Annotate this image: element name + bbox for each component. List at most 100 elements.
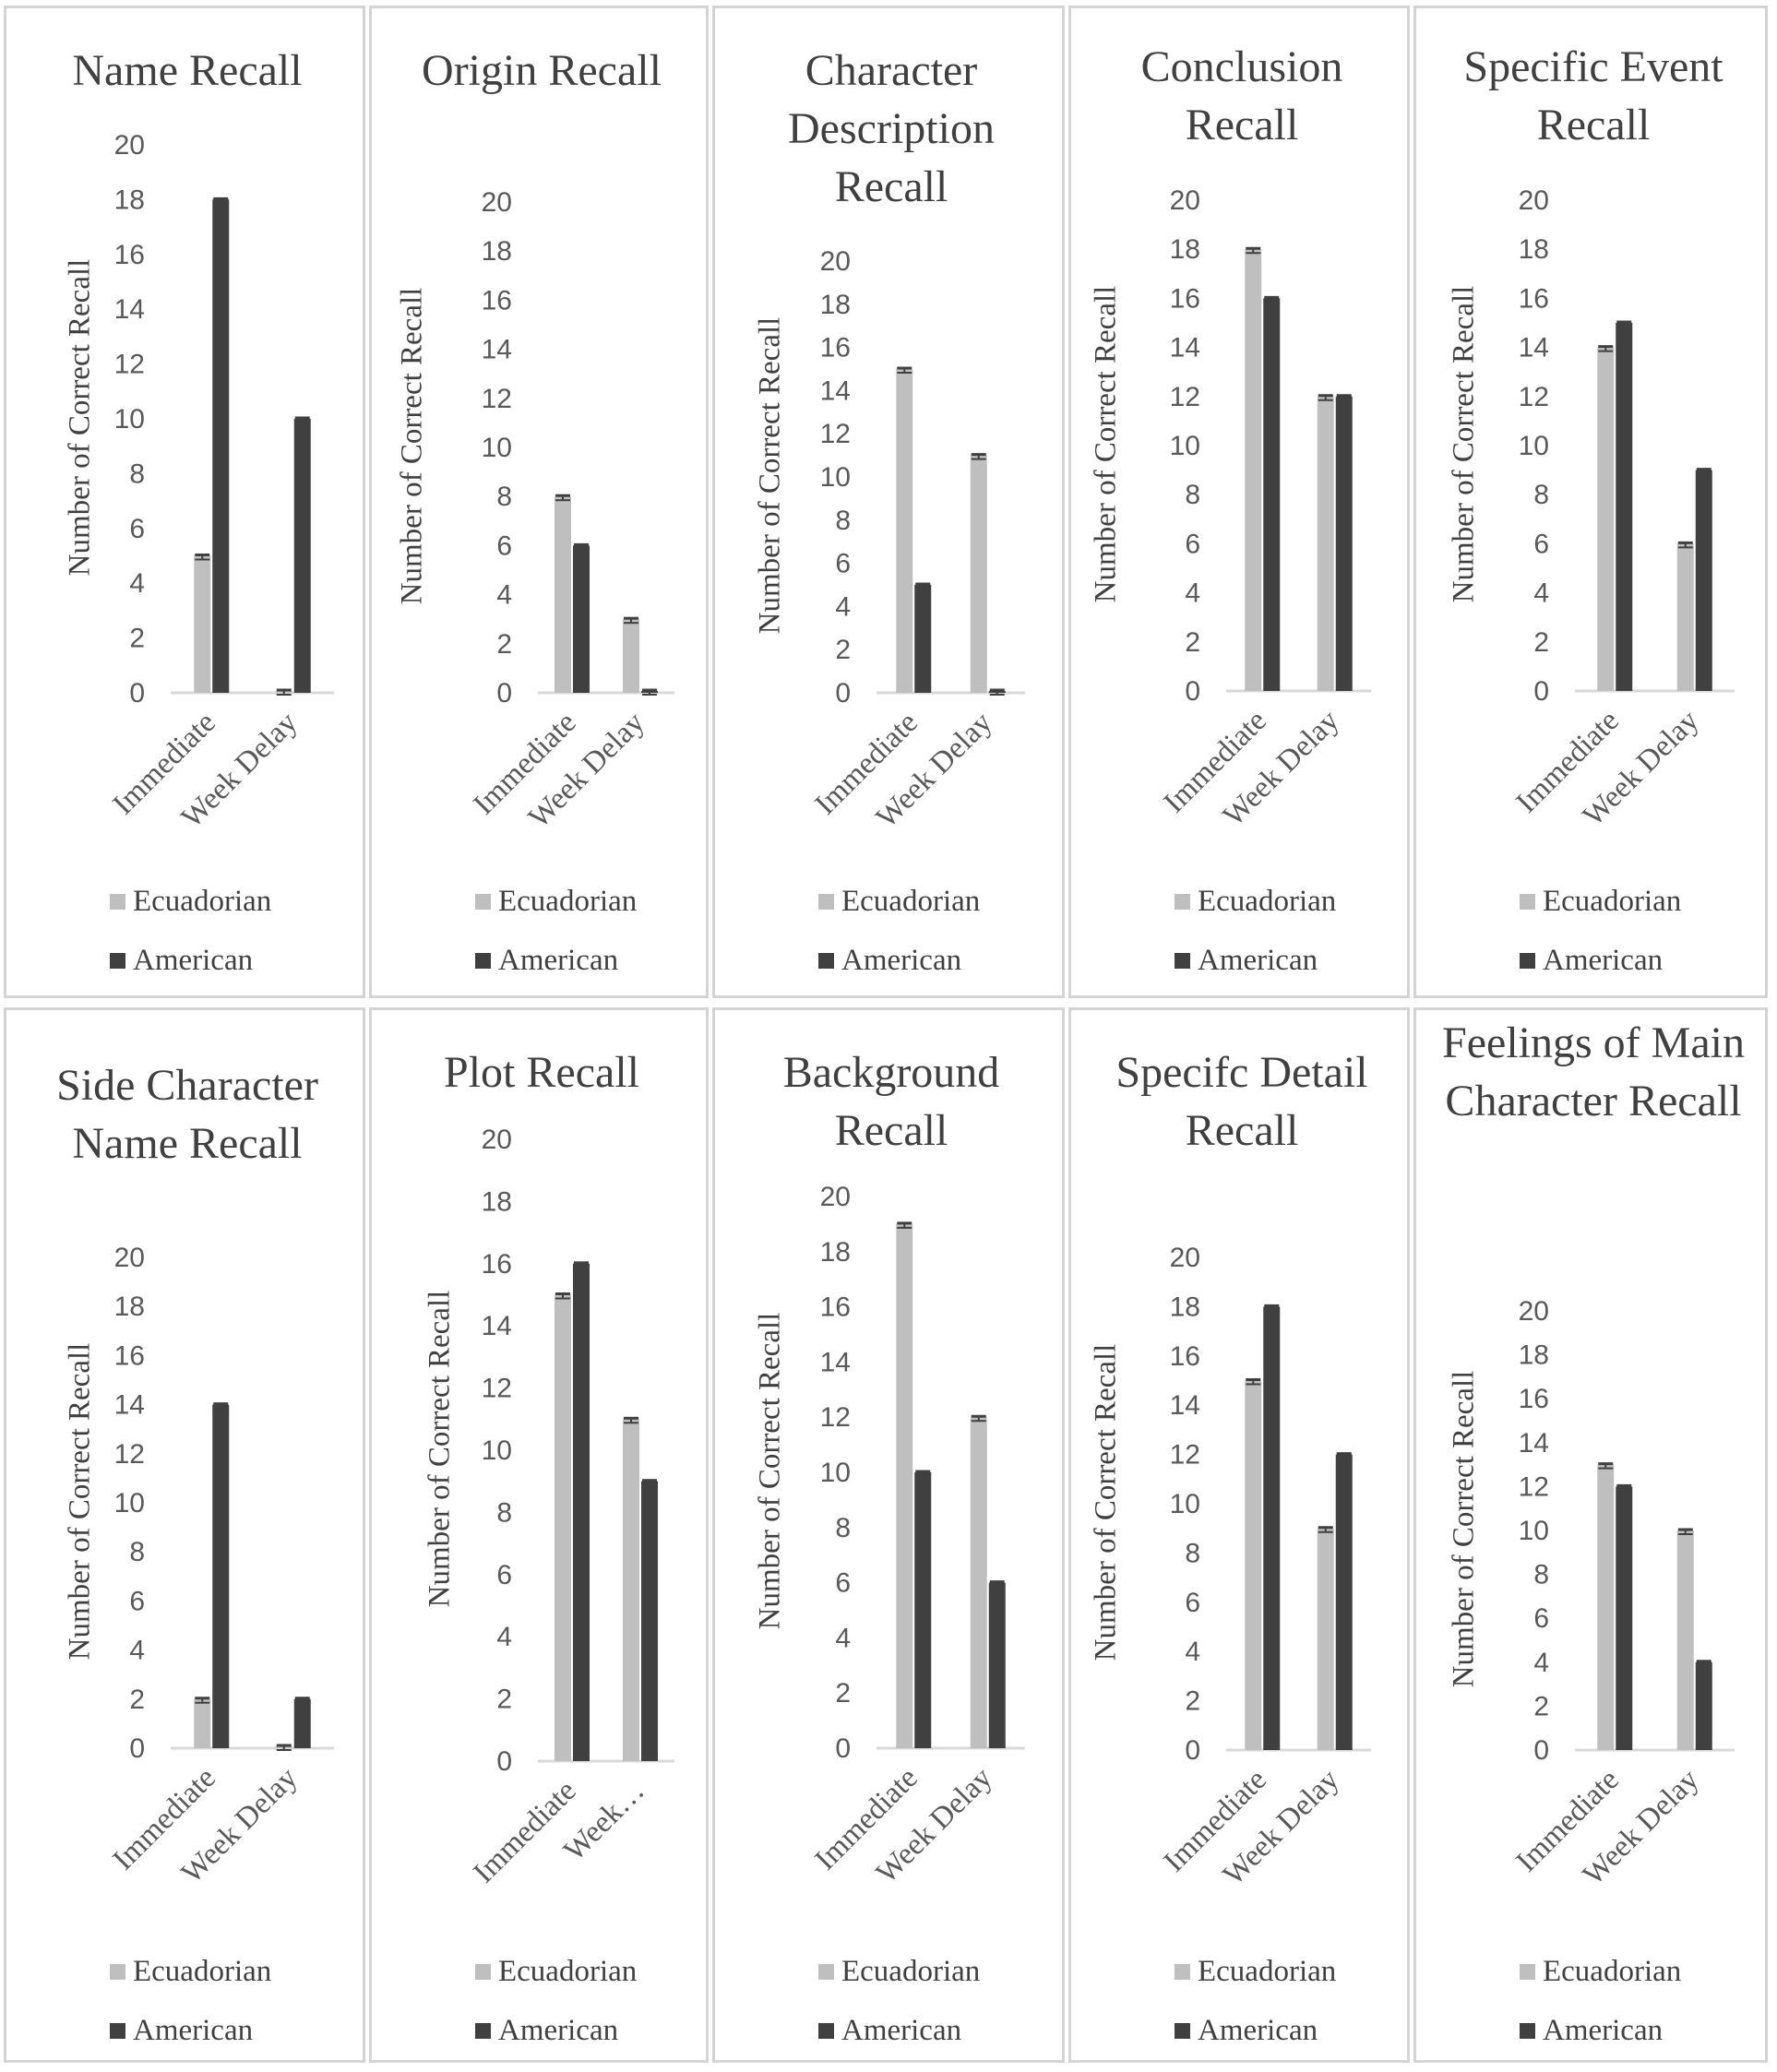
y-tick-label: 20 (1170, 185, 1200, 216)
y-tick-label: 4 (1533, 578, 1549, 609)
y-tick-label: 18 (114, 1292, 145, 1322)
y-tick-label: 8 (1185, 480, 1200, 510)
legend-item-american: American (1520, 2014, 1663, 2048)
y-tick-label: 8 (129, 458, 145, 489)
legend-swatch (1175, 1964, 1190, 1980)
bar-american (1616, 323, 1633, 691)
legend-label: American (498, 944, 619, 977)
legend-label: American (133, 2014, 254, 2047)
y-tick-label: 18 (114, 185, 145, 215)
y-tick-label: 0 (835, 678, 851, 709)
bar-ecuadorian (1245, 249, 1262, 691)
y-tick-label: 10 (482, 1435, 512, 1466)
chart-title: Character Description Recall (788, 46, 995, 211)
y-tick-label: 12 (1519, 1471, 1549, 1502)
y-tick-label: 4 (1185, 1637, 1200, 1667)
y-tick-label: 4 (496, 1622, 512, 1652)
y-tick-label: 8 (1533, 1560, 1549, 1590)
legend-swatch (475, 953, 491, 969)
y-axis-label: Number of Correct Recall (395, 287, 429, 605)
y-tick-label: 14 (820, 375, 851, 406)
y-tick-label: 8 (835, 1513, 851, 1543)
y-tick-label: 2 (835, 1678, 851, 1709)
legend-label: Ecuadorian (1198, 885, 1337, 918)
y-tick-label: 16 (1170, 283, 1200, 314)
bar-american (1335, 1454, 1353, 1750)
legend-swatch (818, 2023, 834, 2039)
bar-american (1263, 1306, 1281, 1750)
y-tick-label: 10 (1519, 431, 1549, 461)
y-tick-label: 14 (482, 1311, 512, 1341)
y-axis-label: Number of Correct Recall (1089, 1343, 1123, 1661)
bar-ecuadorian (194, 555, 211, 693)
y-tick-label: 0 (496, 1746, 512, 1777)
y-tick-label: 4 (835, 1623, 851, 1653)
y-tick-label: 6 (835, 1568, 851, 1599)
bar-american (914, 585, 932, 693)
legend-item-american: American (475, 2014, 618, 2048)
y-tick-label: 20 (482, 1125, 512, 1155)
y-tick-label: 0 (1533, 676, 1549, 707)
chart-title: Specific Event Recall (1463, 42, 1723, 149)
y-tick-label: 0 (1185, 1735, 1200, 1766)
y-axis-label: Number of Correct Recall (1447, 1370, 1481, 1688)
y-tick-label: 14 (114, 294, 145, 325)
bar-ecuadorian (194, 1698, 211, 1748)
y-tick-label: 10 (820, 1458, 851, 1488)
bar-ecuadorian (1317, 396, 1334, 691)
y-tick-label: 0 (835, 1733, 851, 1764)
y-tick-label: 10 (1170, 1489, 1200, 1519)
y-tick-label: 8 (835, 506, 851, 536)
legend-label: Ecuadorian (498, 1955, 638, 1988)
chart-title: Name Recall (72, 46, 303, 95)
chart-title: Feelings of Main Character Recall (1442, 1018, 1745, 1125)
y-axis-label: Number of Correct Recall (1089, 285, 1123, 603)
legend-item-ecuadorian: Ecuadorian (1520, 885, 1681, 919)
chart-title: Conclusion Recall (1140, 42, 1343, 149)
y-tick-label: 2 (1185, 627, 1200, 658)
chart-panel: Conclusion Recall 0 2 4 6 8 10 12 14 16 18 20 Immedi… (1068, 6, 1410, 998)
legend-label: American (1543, 2014, 1664, 2047)
y-axis-label: Number of Correct Recall (63, 258, 97, 577)
chart-panel: Plot Recall 0 2 4 6 8 10 12 14 16 18 20 Immediate Wee… (369, 1007, 709, 2063)
y-tick-label: 0 (129, 1733, 145, 1764)
legend-item-american: American (818, 2014, 961, 2048)
y-tick-label: 18 (1519, 1340, 1549, 1371)
y-tick-label: 6 (129, 1586, 145, 1616)
y-tick-label: 16 (114, 1340, 145, 1371)
x-category-label: Immediate (467, 1774, 582, 1889)
bar-american (1695, 470, 1712, 691)
y-tick-label: 10 (820, 462, 851, 493)
bar-american (914, 1472, 932, 1748)
bar-ecuadorian (1597, 1464, 1615, 1750)
bar-ecuadorian (1597, 347, 1615, 691)
y-tick-label: 20 (820, 1182, 851, 1212)
y-tick-label: 0 (496, 678, 512, 709)
bar-ecuadorian (1676, 543, 1694, 691)
y-tick-label: 8 (496, 482, 512, 512)
y-axis-label: Number of Correct Recall (1447, 285, 1481, 603)
y-tick-label: 2 (1533, 1691, 1549, 1721)
y-tick-label: 16 (820, 333, 851, 363)
chart-panel: Origin Recall 0 2 4 6 8 10 12 14 16 18 20 Immediate W… (369, 6, 709, 998)
y-tick-label: 6 (1185, 1588, 1200, 1618)
legend-label: American (1198, 2014, 1318, 2047)
legend-swatch (1175, 894, 1190, 910)
bar-american (293, 419, 311, 693)
bar-ecuadorian (623, 619, 639, 693)
y-tick-label: 16 (482, 1249, 512, 1280)
bar-american (1335, 396, 1353, 691)
bar-ecuadorian (970, 1417, 987, 1748)
y-tick-label: 8 (1533, 480, 1549, 510)
chart-panel: Feelings of Main Character Recall 0 2 4 6 8 10… (1413, 1007, 1768, 2063)
y-tick-label: 18 (1519, 234, 1549, 265)
chart-title: Background Recall (782, 1048, 1000, 1155)
y-tick-label: 10 (114, 1488, 145, 1518)
legend-item-ecuadorian: Ecuadorian (1175, 1955, 1336, 1989)
legend-label: American (1543, 944, 1664, 977)
